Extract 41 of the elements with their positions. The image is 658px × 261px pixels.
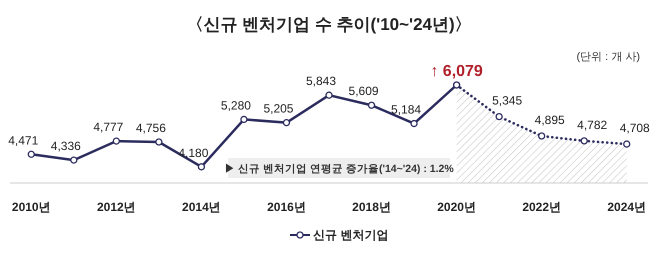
data-label: 5,184 [391,102,422,117]
text: (단위 : 개 사) [576,51,640,63]
data-label: ↑ 6,079 [430,63,483,80]
data-label: 4,756 [136,121,166,135]
data-label: 5,609 [348,84,379,98]
data-label: 5,205 [263,102,294,116]
point [240,116,248,124]
point [410,120,418,128]
point [112,137,120,145]
point [495,112,503,120]
point [282,119,290,126]
legend-label: 신규 벤처기업 [313,228,388,242]
point [580,137,588,145]
data-label: 4,708 [620,121,650,136]
point [155,138,163,146]
data-label: 4,782 [577,118,608,132]
x-tick-label: 2022년 [522,200,562,214]
x-tick-label: 2012년 [96,200,136,214]
data-label: 4,895 [534,113,566,128]
x-tick-label: 2024년 [607,200,646,214]
data-label: 5,843 [306,74,336,88]
x-tick-label: 2014년 [182,200,221,214]
data-label: 4,471 [8,133,39,148]
point [198,163,206,170]
x-tick-label: 2018년 [352,200,391,214]
point [368,102,376,109]
data-label: 4,777 [93,120,124,134]
point [70,156,78,164]
point [623,140,630,148]
data-label: 4,336 [50,139,82,154]
x-tick-label: 2016년 [267,200,306,214]
data-label: 5,345 [492,94,522,108]
chart-title: 〈신규 벤처기업 수 추이('10~'24년)〉 [186,15,472,34]
annotation: ▶ 신규 벤처기업 연평균 증가율('14~'24) : 1.2% [224,163,454,175]
data-label: 5,280 [220,98,252,112]
x-tick-label: 2010년 [12,200,51,214]
data-label: 4,180 [178,146,209,160]
point [325,92,333,99]
point [28,150,35,158]
point [538,132,546,140]
x-tick-label: 2020년 [437,200,476,214]
